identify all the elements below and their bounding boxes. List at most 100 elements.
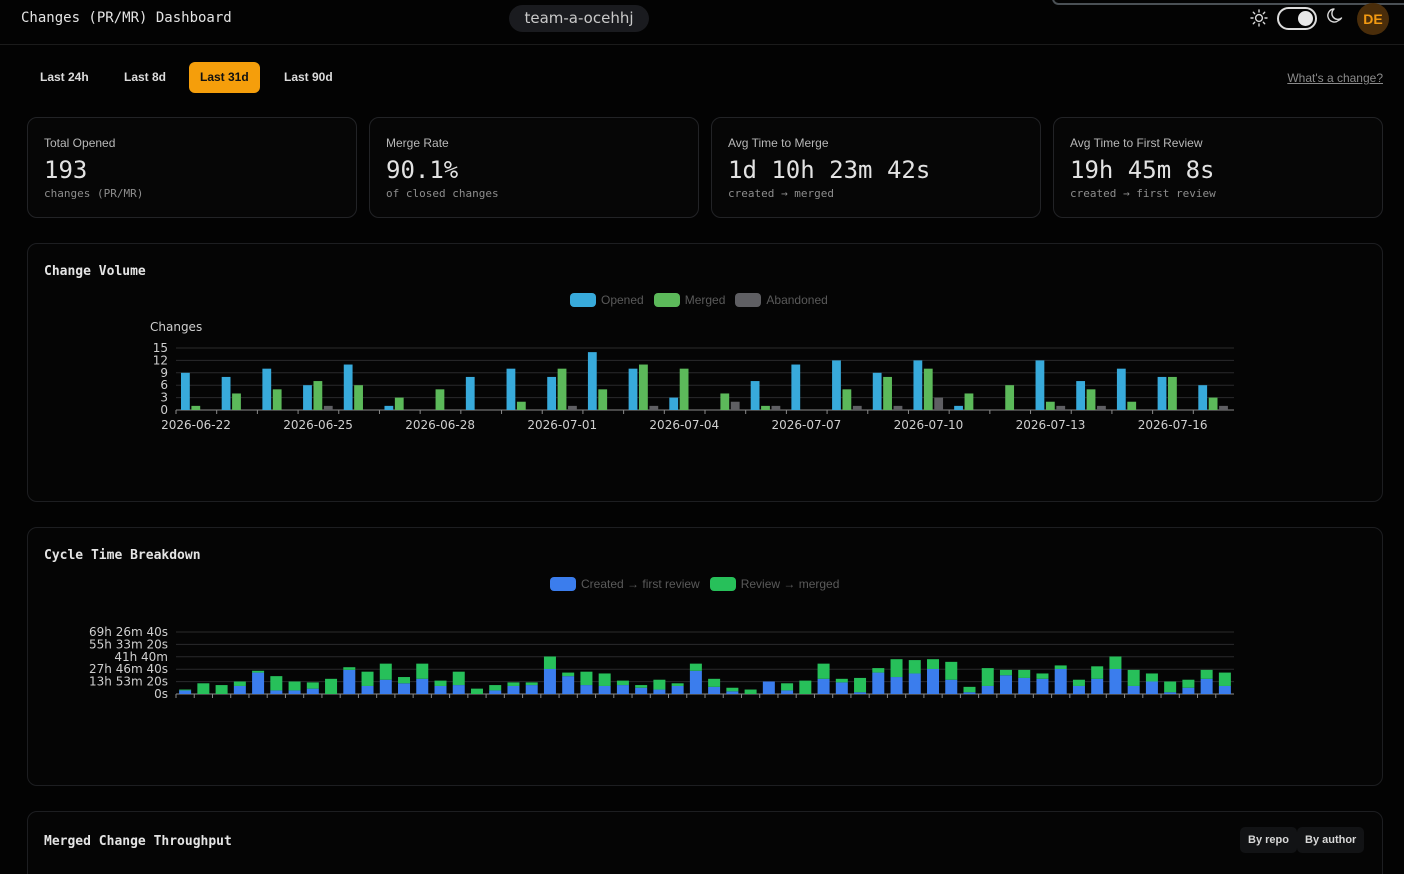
bar-opened — [262, 368, 272, 410]
bar-first-review — [398, 683, 411, 694]
bar-first-review — [416, 678, 429, 694]
panel-title: Merged Change Throughput — [44, 834, 232, 849]
bar-review-merged — [927, 659, 940, 669]
bar-first-review — [1164, 692, 1177, 694]
bar-review-merged — [379, 663, 392, 680]
bar-merged — [679, 368, 689, 410]
legend-label: Review → merged — [740, 577, 840, 591]
bar-opened — [628, 368, 638, 410]
bar-opened — [587, 352, 597, 410]
bar-review-merged — [489, 685, 502, 691]
legend-item-created-first-review[interactable]: Created → first review — [550, 577, 700, 591]
y-tick-label: 9 — [160, 366, 168, 380]
bar-review-merged — [580, 671, 593, 686]
x-tick-label: 2026-07-04 — [649, 418, 719, 432]
whats-a-change-link[interactable]: What's a change? — [1287, 71, 1383, 85]
bar-opened — [181, 372, 190, 410]
bar-review-merged — [616, 680, 629, 686]
legend-label: Created → first review — [581, 577, 700, 591]
bar-review-merged — [671, 683, 684, 686]
bar-review-merged — [416, 663, 429, 679]
bar-review-merged — [562, 672, 575, 677]
bar-first-review — [653, 689, 666, 694]
legend-item-opened[interactable]: Opened — [570, 293, 644, 307]
bar-review-merged — [452, 671, 465, 686]
bar-review-merged — [744, 689, 757, 694]
bar-first-review — [1054, 669, 1067, 694]
bar-opened — [1198, 385, 1208, 410]
tab-last-24h[interactable]: Last 24h — [40, 70, 89, 84]
legend-item-review-merged[interactable]: Review → merged — [709, 577, 840, 591]
team-selector[interactable]: team-a-ocehhj — [509, 5, 649, 32]
legend-swatch — [550, 577, 576, 591]
bar-first-review — [854, 692, 867, 694]
x-tick-label: 2026-07-16 — [1138, 418, 1208, 432]
x-tick-label: 2026-06-22 — [161, 418, 231, 432]
bar-opened — [1157, 376, 1167, 410]
tab-last-8d[interactable]: Last 8d — [124, 70, 167, 84]
bar-merged — [557, 368, 567, 410]
by-author-button[interactable]: By author — [1297, 827, 1365, 853]
bar-first-review — [361, 685, 374, 694]
bar-review-merged — [981, 668, 994, 686]
stat-label: Merge Rate — [386, 136, 449, 150]
bar-merged — [1005, 385, 1015, 410]
bar-first-review — [1036, 678, 1049, 694]
bar-abandoned — [771, 405, 781, 410]
bar-first-review — [726, 691, 739, 694]
bar-first-review — [1072, 685, 1085, 694]
bar-merged — [883, 376, 892, 410]
stat-subtitle: created → merged — [728, 187, 834, 200]
bar-opened — [384, 405, 394, 410]
bar-abandoned — [852, 405, 862, 410]
bar-merged — [639, 364, 648, 410]
tab-last-31d[interactable]: Last 31d — [189, 62, 260, 93]
y-tick-label: 6 — [160, 378, 168, 392]
bar-review-merged — [708, 678, 721, 687]
legend-item-merged[interactable]: Merged — [653, 293, 725, 307]
y-tick-label: 69h 26m 40s — [89, 625, 168, 639]
bar-review-merged — [854, 677, 867, 693]
stat-label: Avg Time to First Review — [1070, 136, 1203, 150]
stat-card-avg-time-to-first-review: Avg Time to First Review 19h 45m 8s crea… — [1053, 117, 1383, 218]
moon-icon[interactable] — [1326, 7, 1344, 25]
top-search-outline[interactable] — [1052, 0, 1404, 5]
bar-first-review — [689, 670, 702, 694]
stat-label: Total Opened — [44, 136, 116, 150]
avatar[interactable]: DE — [1357, 3, 1389, 35]
throughput-panel: Merged Change Throughput — [27, 811, 1383, 874]
panel-title: Change Volume — [44, 264, 146, 279]
bar-first-review — [288, 690, 301, 694]
bar-opened — [669, 397, 679, 410]
bar-review-merged — [1145, 673, 1158, 682]
bar-review-merged — [270, 676, 283, 691]
bar-review-merged — [1200, 669, 1213, 679]
bar-merged — [394, 397, 404, 410]
bar-first-review — [379, 679, 392, 694]
bar-review-merged — [1054, 665, 1067, 669]
theme-toggle[interactable] — [1277, 7, 1317, 30]
y-tick-label: 0s — [154, 687, 168, 701]
bar-abandoned — [730, 401, 740, 410]
bar-abandoned — [568, 405, 577, 410]
stat-card-avg-time-to-merge: Avg Time to Merge 1d 10h 23m 42s created… — [711, 117, 1041, 218]
legend-swatch — [709, 577, 736, 591]
x-tick-label: 2026-07-10 — [894, 418, 964, 432]
y-tick-label: 13h 53m 20s — [89, 675, 168, 689]
bar-review-merged — [543, 656, 556, 669]
bar-first-review — [507, 685, 520, 694]
bar-review-merged — [598, 673, 611, 686]
by-repo-button[interactable]: By repo — [1240, 827, 1297, 853]
y-tick-label: 15 — [153, 341, 168, 355]
legend-item-abandoned[interactable]: Abandoned — [735, 293, 828, 307]
tab-last-90d[interactable]: Last 90d — [284, 70, 333, 84]
bar-opened — [1035, 360, 1045, 410]
bar-first-review — [927, 669, 940, 694]
bar-opened — [221, 376, 231, 410]
bar-first-review — [270, 690, 283, 694]
bar-abandoned — [323, 405, 333, 410]
bar-merged — [435, 389, 445, 410]
sun-icon[interactable] — [1250, 9, 1268, 27]
stat-value: 90.1% — [386, 156, 459, 184]
stat-subtitle: of closed changes — [386, 187, 499, 200]
